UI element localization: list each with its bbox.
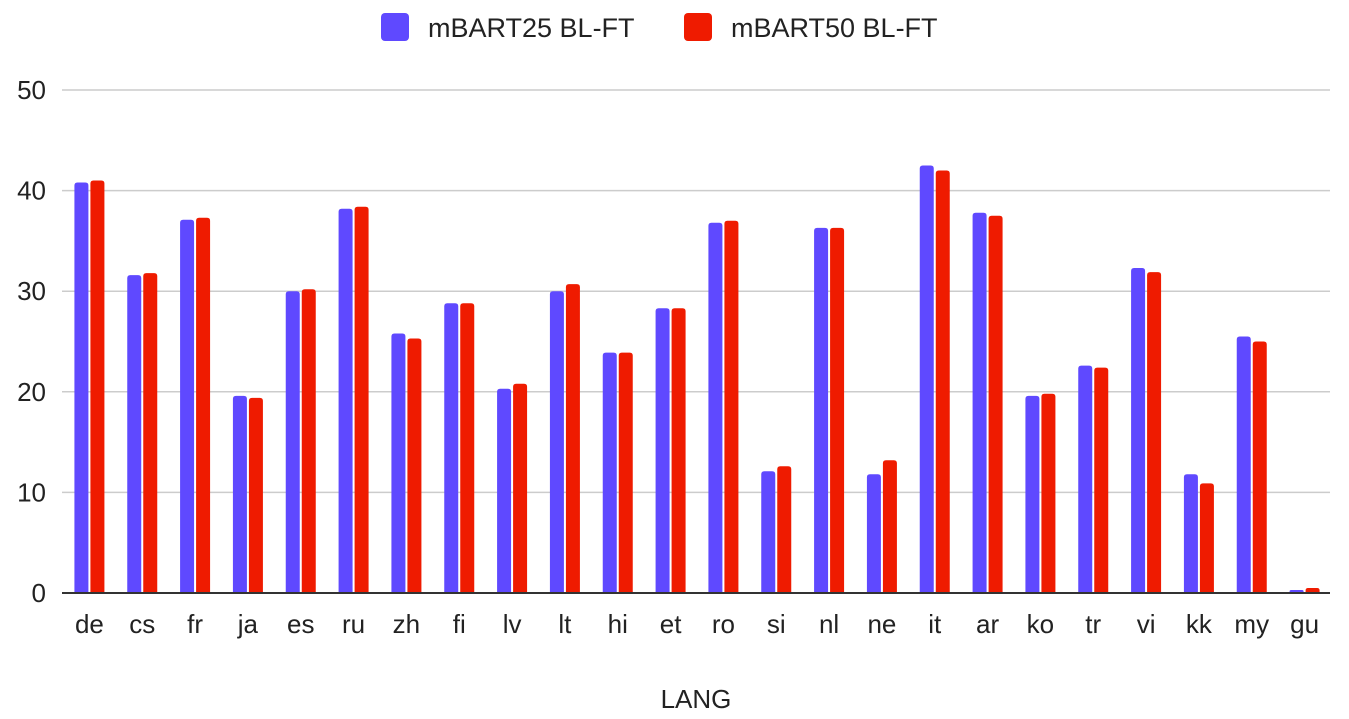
x-tick-label: tr (1085, 609, 1101, 639)
legend-swatch-mbart25 (381, 13, 409, 41)
bar-lv-mbart25 (497, 388, 512, 593)
bar-tr-mbart25 (1078, 365, 1093, 593)
y-tick-label: 30 (17, 276, 46, 306)
bar-ne-mbart25 (866, 474, 881, 593)
bar-fi-mbart50 (460, 303, 475, 593)
x-tick-label: fi (453, 609, 466, 639)
y-tick-label: 10 (17, 477, 46, 507)
x-tick-label: lt (558, 609, 572, 639)
bar-de-mbart50 (90, 180, 105, 594)
x-tick-label: de (75, 609, 104, 639)
axes: 0 10 20 30 40 50 de cs fr ja es ru zh fi lv lt hi et ro si n… (17, 75, 1330, 639)
x-tick-label: et (660, 609, 682, 639)
bar-ko-mbart25 (1025, 395, 1040, 593)
legend-label-mbart50: mBART50 BL-FT (731, 13, 938, 43)
x-tick-label: lv (503, 609, 522, 639)
x-tick-label: ko (1027, 609, 1054, 639)
x-tick-label: ru (342, 609, 365, 639)
x-tick-label: ja (237, 609, 259, 639)
bar-ro-mbart25 (708, 222, 723, 594)
bar-et-mbart50 (671, 308, 686, 593)
x-tick-label: zh (393, 609, 420, 639)
x-tick-label: ro (712, 609, 735, 639)
x-tick-label: kk (1186, 609, 1213, 639)
x-tick-label: it (928, 609, 942, 639)
bar-ne-mbart50 (882, 460, 897, 593)
bar-zh-mbart25 (391, 333, 406, 593)
x-tick-label: hi (608, 609, 628, 639)
bar-ar-mbart25 (972, 212, 987, 593)
bar-es-mbart25 (285, 291, 300, 593)
bar-my-mbart50 (1252, 341, 1267, 593)
x-tick-label: ar (976, 609, 999, 639)
bar-it-mbart25 (919, 165, 934, 593)
bar-si-mbart25 (761, 471, 776, 593)
bar-ar-mbart50 (988, 215, 1003, 593)
y-tick-label: 50 (17, 75, 46, 105)
gridlines (62, 89, 1330, 494)
bar-et-mbart25 (655, 308, 670, 593)
legend-label-mbart25: mBART25 BL-FT (428, 13, 635, 43)
bar-cs-mbart50 (143, 273, 158, 593)
x-tick-label: cs (129, 609, 155, 639)
x-tick-label: my (1234, 609, 1269, 639)
bar-si-mbart50 (777, 466, 792, 593)
x-tick-label: nl (819, 609, 839, 639)
bar-lv-mbart50 (513, 383, 528, 593)
legend: mBART25 BL-FT mBART50 BL-FT (381, 13, 938, 43)
x-tick-label: si (767, 609, 786, 639)
bar-my-mbart25 (1236, 336, 1251, 593)
bar-vi-mbart25 (1131, 268, 1146, 593)
x-tick-label: fr (187, 609, 203, 639)
bar-nl-mbart25 (814, 227, 829, 593)
bar-hi-mbart25 (602, 352, 617, 593)
bar-cs-mbart25 (127, 275, 142, 593)
bar-hi-mbart50 (618, 352, 633, 593)
x-tick-label: es (287, 609, 314, 639)
bar-es-mbart50 (301, 289, 316, 593)
bar-gu-mbart50 (1305, 587, 1320, 593)
bar-kk-mbart50 (1199, 483, 1214, 593)
bar-ja-mbart25 (232, 395, 247, 593)
bar-ru-mbart25 (338, 208, 353, 593)
bar-lt-mbart25 (549, 291, 564, 593)
bar-de-mbart25 (74, 182, 89, 593)
x-axis-title: LANG (661, 684, 732, 714)
bar-it-mbart50 (935, 170, 950, 594)
bar-tr-mbart50 (1094, 367, 1109, 593)
bar-ru-mbart50 (354, 206, 369, 594)
bar-nl-mbart50 (830, 227, 845, 593)
bar-fi-mbart25 (444, 303, 459, 593)
y-tick-label: 0 (32, 578, 46, 608)
bar-ko-mbart50 (1041, 393, 1056, 593)
x-tick-label: vi (1137, 609, 1156, 639)
bar-lt-mbart50 (565, 284, 580, 593)
bar-kk-mbart25 (1183, 474, 1198, 593)
bar-fr-mbart50 (196, 217, 211, 593)
bars (74, 165, 1320, 594)
bar-ro-mbart50 (724, 220, 739, 593)
y-tick-label: 40 (17, 176, 46, 206)
bar-zh-mbart50 (407, 338, 422, 593)
y-tick-label: 20 (17, 377, 46, 407)
legend-swatch-mbart50 (684, 13, 712, 41)
bar-vi-mbart50 (1147, 272, 1162, 593)
bar-ja-mbart50 (248, 397, 263, 593)
x-tick-label: gu (1290, 609, 1319, 639)
bar-fr-mbart25 (180, 219, 195, 594)
x-tick-label: ne (867, 609, 896, 639)
